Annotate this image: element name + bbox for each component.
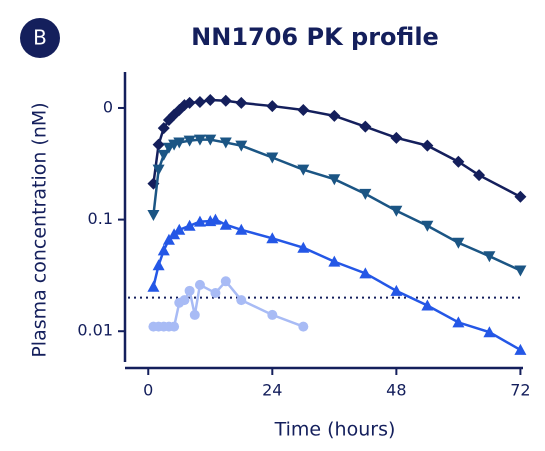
point xyxy=(193,96,206,109)
point xyxy=(452,155,465,168)
point xyxy=(173,137,186,149)
x-tick-label: 72 xyxy=(510,381,530,400)
point xyxy=(483,251,496,263)
point xyxy=(359,267,372,279)
point xyxy=(204,93,217,106)
point xyxy=(390,284,403,296)
x-tick-label: 0 xyxy=(143,381,153,400)
x-tick-label: 24 xyxy=(262,381,282,400)
point xyxy=(514,190,527,203)
point xyxy=(421,139,434,152)
point xyxy=(220,276,231,287)
y-tick-label: 0.01 xyxy=(77,321,113,340)
point xyxy=(328,255,341,267)
point xyxy=(152,164,165,176)
point xyxy=(183,96,196,109)
point xyxy=(390,205,403,217)
point xyxy=(219,94,232,107)
point xyxy=(147,280,160,292)
point xyxy=(189,309,200,320)
point xyxy=(169,321,180,332)
point xyxy=(152,259,165,271)
y-axis-label: Plasma concentration (nM) xyxy=(29,102,51,357)
point xyxy=(483,326,496,338)
point xyxy=(473,169,486,182)
point xyxy=(157,149,170,161)
point xyxy=(297,103,310,116)
point xyxy=(421,299,434,311)
point xyxy=(328,109,341,122)
badge: B xyxy=(33,26,47,50)
point xyxy=(359,120,372,133)
point xyxy=(162,233,175,245)
point xyxy=(193,215,206,227)
point xyxy=(266,100,279,113)
point xyxy=(452,316,465,328)
point xyxy=(183,219,196,231)
series-line xyxy=(152,138,521,272)
point xyxy=(235,96,248,109)
y-tick-label: 0.1 xyxy=(88,209,113,228)
x-tick-label: 48 xyxy=(386,381,406,400)
point xyxy=(219,218,232,230)
point xyxy=(152,138,165,151)
point xyxy=(452,237,465,249)
point xyxy=(235,140,248,152)
point xyxy=(267,309,278,320)
point xyxy=(147,209,160,221)
point xyxy=(183,135,196,147)
point xyxy=(359,188,372,200)
point xyxy=(266,232,279,244)
point xyxy=(204,134,217,146)
y-tick-label: 0 xyxy=(103,97,113,116)
point xyxy=(421,220,434,232)
point xyxy=(173,223,186,235)
point xyxy=(157,244,170,256)
point xyxy=(297,241,310,253)
chart-title: NN1706 PK profile xyxy=(191,23,439,51)
point xyxy=(328,174,341,186)
x-axis-label: Time (hours) xyxy=(274,419,396,441)
point xyxy=(266,152,279,164)
point xyxy=(194,279,205,290)
point xyxy=(209,213,222,225)
point xyxy=(297,164,310,176)
point xyxy=(298,321,309,332)
point xyxy=(210,287,221,298)
badge-circle xyxy=(20,18,60,58)
point xyxy=(514,265,527,277)
point xyxy=(514,343,527,355)
point xyxy=(184,285,195,296)
point xyxy=(236,295,247,306)
point xyxy=(390,131,403,144)
point xyxy=(219,137,232,149)
point xyxy=(235,223,248,235)
point xyxy=(157,122,170,135)
point xyxy=(179,295,190,306)
series-line xyxy=(152,218,522,352)
point xyxy=(193,134,206,146)
